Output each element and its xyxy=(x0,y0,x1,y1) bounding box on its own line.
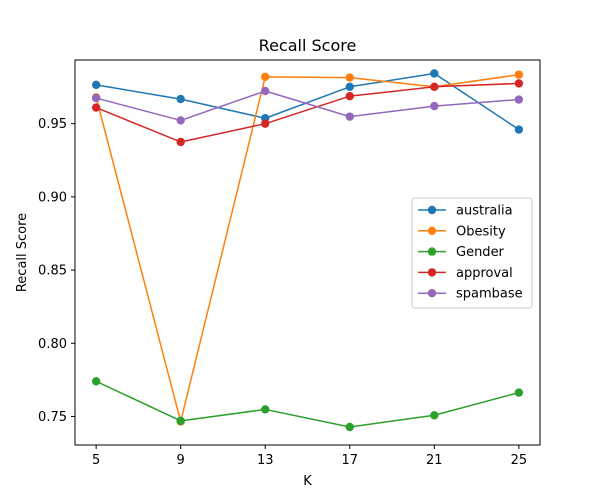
data-point xyxy=(91,377,101,386)
series-line xyxy=(95,73,519,423)
legend-label: Obesity xyxy=(456,224,506,239)
data-point xyxy=(176,137,185,147)
x-axis-title: K xyxy=(303,474,312,489)
legend-marker xyxy=(427,289,437,298)
data-point xyxy=(514,70,524,79)
series-approval xyxy=(91,79,524,147)
x-tick-label: 25 xyxy=(511,453,528,468)
legend-item-obesity: Obesity xyxy=(418,224,506,239)
legend-marker xyxy=(427,247,437,256)
legend-item-australia: australia xyxy=(418,204,513,219)
data-point xyxy=(176,416,185,426)
data-point xyxy=(430,411,439,420)
legend-marker xyxy=(427,205,437,215)
y-tick-label: 0.80 xyxy=(38,337,67,352)
data-point xyxy=(345,422,354,432)
legend-item-approval: approval xyxy=(418,266,513,281)
x-tick-label: 5 xyxy=(92,453,100,468)
data-point xyxy=(261,405,270,414)
series-line xyxy=(96,72,520,131)
chart-title: Recall Score xyxy=(259,36,357,55)
data-point xyxy=(91,93,101,103)
data-point xyxy=(345,73,354,82)
data-point xyxy=(514,388,524,397)
data-point xyxy=(514,95,524,104)
data-point xyxy=(91,103,101,112)
x-axis-ticks: 5 9 13 17 21 25 xyxy=(92,445,527,468)
legend-label: approval xyxy=(456,266,513,281)
x-tick-label: 21 xyxy=(426,453,443,468)
legend-item-spambase: spambase xyxy=(418,287,523,302)
data-point xyxy=(345,82,354,91)
legend-box xyxy=(411,197,533,309)
series-line xyxy=(95,380,520,428)
data-point xyxy=(514,125,524,134)
series-spambase xyxy=(91,86,524,125)
legend-marker xyxy=(427,268,437,277)
x-tick-label: 13 xyxy=(257,453,274,468)
x-tick-label: 17 xyxy=(341,453,358,468)
data-point xyxy=(514,79,524,88)
legend-marker xyxy=(427,226,437,235)
data-point xyxy=(430,101,439,111)
legend-label: Gender xyxy=(456,245,505,260)
legend-label: spambase xyxy=(456,287,523,302)
x-tick-label: 9 xyxy=(177,453,185,468)
series-australia xyxy=(91,69,524,134)
y-tick-label: 0.90 xyxy=(38,190,67,205)
data-point xyxy=(176,94,185,104)
y-tick-label: 0.95 xyxy=(38,117,67,132)
y-tick-label: 0.75 xyxy=(38,410,67,425)
y-axis-ticks: 0.75 0.80 0.85 0.90 0.95 xyxy=(38,117,75,425)
series-layer xyxy=(91,69,524,432)
data-point xyxy=(176,116,185,125)
data-point xyxy=(430,69,439,78)
data-point xyxy=(261,72,270,82)
data-point xyxy=(261,119,270,128)
series-gender xyxy=(91,377,524,432)
legend-item-gender: Gender xyxy=(418,245,505,260)
data-point xyxy=(91,80,101,90)
y-tick-label: 0.85 xyxy=(38,264,67,279)
data-point xyxy=(261,86,270,96)
series-line xyxy=(95,82,519,143)
data-point xyxy=(345,112,354,121)
legend: australia Obesity Gender approval spambase xyxy=(411,197,533,309)
legend-label: australia xyxy=(456,204,513,219)
series-line xyxy=(95,90,519,122)
data-point xyxy=(345,91,354,101)
data-point xyxy=(430,82,439,91)
plot-frame xyxy=(74,59,541,446)
y-axis-title: Recall Score xyxy=(15,213,30,292)
